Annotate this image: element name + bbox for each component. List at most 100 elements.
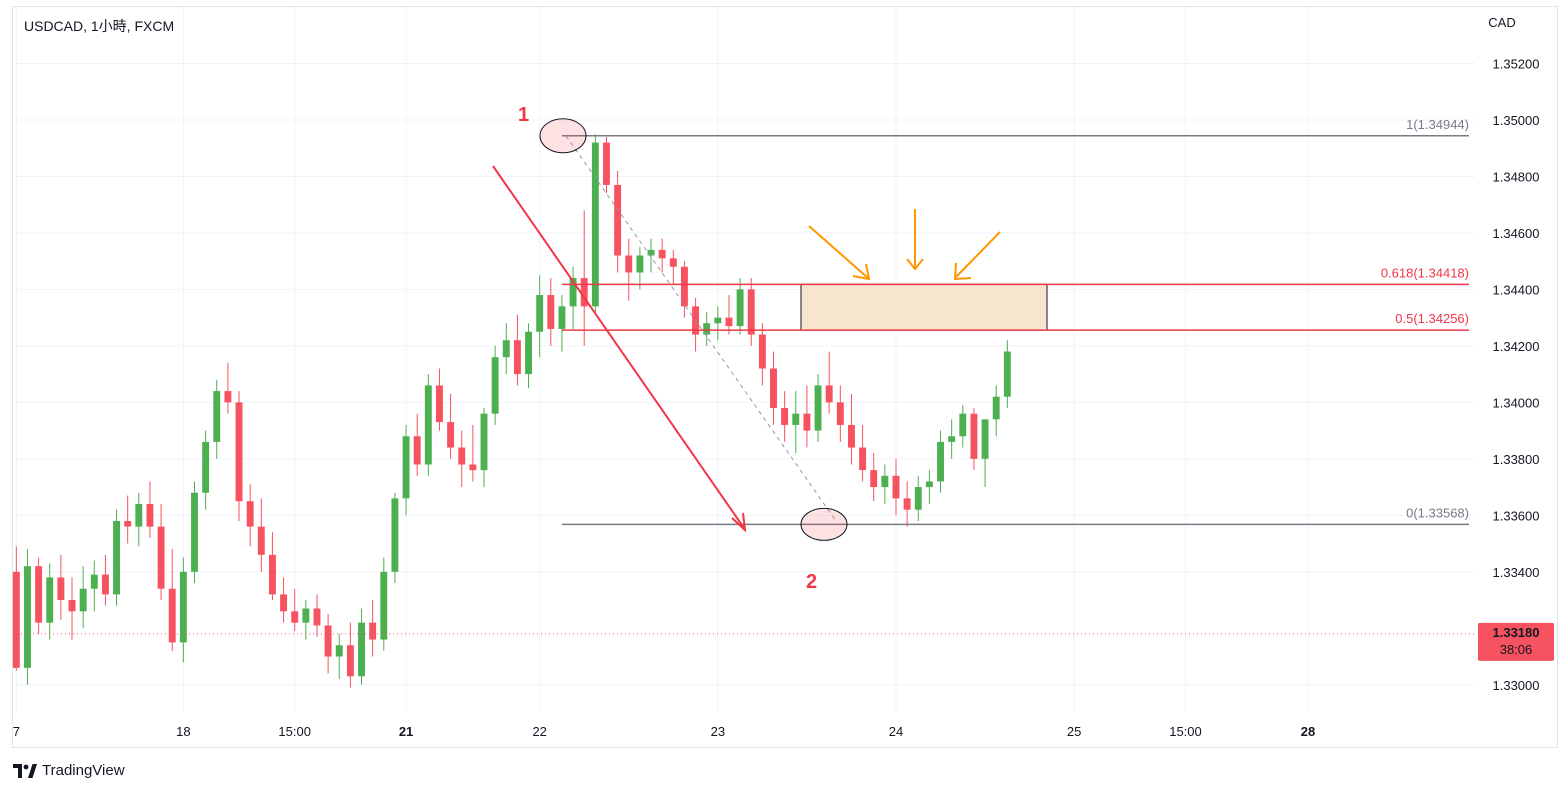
candle-down[interactable] bbox=[458, 430, 466, 488]
candle-up[interactable] bbox=[981, 419, 989, 488]
candle-down[interactable] bbox=[57, 554, 65, 620]
candle-up[interactable] bbox=[914, 475, 922, 521]
candle-up[interactable] bbox=[424, 374, 432, 476]
candle-down[interactable] bbox=[870, 453, 878, 502]
candle-up[interactable] bbox=[358, 608, 365, 685]
candle-down[interactable] bbox=[547, 278, 555, 346]
candle-up[interactable] bbox=[1003, 340, 1011, 409]
candle-down[interactable] bbox=[770, 351, 777, 425]
candle-up[interactable] bbox=[480, 408, 488, 488]
candle-up[interactable] bbox=[179, 557, 187, 663]
candle-down[interactable] bbox=[903, 481, 911, 527]
candle-up[interactable] bbox=[135, 492, 143, 547]
candle-up[interactable] bbox=[335, 633, 343, 680]
candle-down[interactable] bbox=[280, 577, 288, 623]
candle-up[interactable] bbox=[79, 566, 87, 629]
candle-down[interactable] bbox=[603, 136, 610, 194]
candle-down[interactable] bbox=[124, 495, 132, 544]
candle-down[interactable] bbox=[436, 368, 443, 431]
candle-down[interactable] bbox=[859, 424, 867, 482]
price-axis[interactable]: 1.35200 1.35000 1.34800 1.34600 1.34400 1.342… bbox=[1493, 56, 1540, 692]
candle-down[interactable] bbox=[224, 362, 232, 414]
candle-up[interactable] bbox=[502, 323, 510, 375]
candle-up[interactable] bbox=[24, 549, 31, 685]
candle-down[interactable] bbox=[413, 413, 421, 476]
candle-down[interactable] bbox=[825, 351, 833, 414]
red-down-arrow[interactable] bbox=[492, 165, 747, 533]
candle-up[interactable] bbox=[113, 509, 121, 606]
candle-up[interactable] bbox=[569, 266, 577, 329]
candle-up[interactable] bbox=[636, 247, 644, 290]
candle-up[interactable] bbox=[992, 385, 1000, 437]
candle-down[interactable] bbox=[157, 504, 165, 601]
candle-down[interactable] bbox=[235, 391, 243, 521]
candle-down[interactable] bbox=[246, 484, 254, 547]
candle-down[interactable] bbox=[513, 314, 521, 386]
candle-up[interactable] bbox=[736, 278, 744, 335]
candle-down[interactable] bbox=[447, 393, 455, 459]
swing-high-circle[interactable] bbox=[539, 118, 587, 154]
candle-down[interactable] bbox=[324, 614, 332, 674]
candle-up[interactable] bbox=[558, 295, 566, 352]
candle-down[interactable] bbox=[313, 594, 321, 637]
candle-up[interactable] bbox=[525, 323, 532, 389]
candle-up[interactable] bbox=[191, 481, 198, 584]
candle-up[interactable] bbox=[213, 379, 221, 459]
candle-down[interactable] bbox=[680, 261, 688, 318]
brand[interactable]: TradingView bbox=[13, 762, 125, 779]
orange-arrow-middle[interactable] bbox=[906, 209, 924, 271]
orange-arrow-left[interactable] bbox=[808, 225, 871, 281]
candle-up[interactable] bbox=[46, 563, 54, 640]
candle-down[interactable] bbox=[747, 278, 755, 346]
candle-up[interactable] bbox=[703, 311, 711, 346]
time-axis[interactable]: 7 18 15:00 21 22 23 24 25 15:00 28 bbox=[13, 724, 1315, 739]
candle-down[interactable] bbox=[146, 481, 154, 538]
candle-down[interactable] bbox=[257, 498, 265, 572]
candle-down[interactable] bbox=[101, 554, 109, 606]
candle-up[interactable] bbox=[380, 557, 388, 651]
dashed-trend-line[interactable] bbox=[565, 135, 837, 522]
candle-up[interactable] bbox=[591, 134, 599, 312]
candle-up[interactable] bbox=[202, 430, 210, 510]
orange-arrow-right[interactable] bbox=[953, 231, 1001, 281]
candle-up[interactable] bbox=[792, 391, 800, 454]
fib-zone-box[interactable] bbox=[800, 283, 1048, 331]
candle-up[interactable] bbox=[814, 374, 822, 442]
candle-down[interactable] bbox=[469, 424, 477, 482]
candle-down[interactable] bbox=[892, 458, 900, 516]
candle-down[interactable] bbox=[692, 297, 700, 352]
candle-down[interactable] bbox=[168, 549, 176, 651]
candle-up[interactable] bbox=[647, 238, 655, 273]
candle-up[interactable] bbox=[491, 345, 499, 425]
candle-down[interactable] bbox=[268, 532, 276, 601]
candle-down[interactable] bbox=[12, 546, 20, 671]
candle-down[interactable] bbox=[970, 408, 978, 471]
candle-down[interactable] bbox=[781, 391, 789, 442]
candle-down[interactable] bbox=[625, 238, 633, 301]
candle-up[interactable] bbox=[391, 492, 399, 584]
candle-down[interactable] bbox=[68, 577, 76, 640]
candle-down[interactable] bbox=[803, 385, 811, 448]
candle-down[interactable] bbox=[580, 210, 588, 346]
swing-low-circle[interactable] bbox=[800, 507, 848, 541]
candle-up[interactable] bbox=[714, 306, 722, 341]
candle-up[interactable] bbox=[402, 424, 410, 516]
candle-down[interactable] bbox=[725, 295, 733, 335]
candle-up[interactable] bbox=[536, 275, 544, 358]
candle-down[interactable] bbox=[614, 170, 622, 273]
candle-down[interactable] bbox=[35, 557, 43, 634]
candle-up[interactable] bbox=[948, 419, 956, 459]
candle-down[interactable] bbox=[658, 238, 666, 273]
candle-down[interactable] bbox=[346, 622, 354, 688]
candle-down[interactable] bbox=[758, 323, 766, 386]
candle-down[interactable] bbox=[836, 385, 844, 442]
candle-up[interactable] bbox=[937, 430, 944, 493]
candle-down[interactable] bbox=[669, 249, 677, 284]
candle-down[interactable] bbox=[291, 588, 299, 632]
candle-up[interactable] bbox=[959, 405, 967, 448]
candle-up[interactable] bbox=[925, 470, 933, 505]
candle-up[interactable] bbox=[881, 464, 889, 505]
candle-down[interactable] bbox=[369, 600, 377, 657]
candle-up[interactable] bbox=[90, 560, 98, 612]
